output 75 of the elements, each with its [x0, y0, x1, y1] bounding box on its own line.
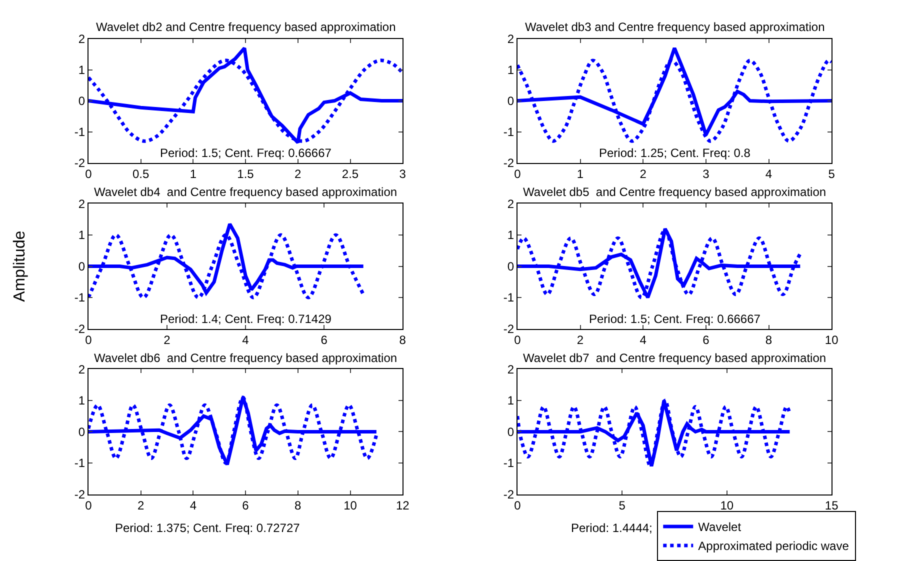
y-tick-label: 2	[507, 362, 514, 376]
y-tick-label: -1	[74, 124, 86, 139]
x-tick-label: 3	[702, 167, 710, 182]
y-tick-label: 0	[507, 259, 514, 274]
x-tick-label: 4	[242, 333, 250, 348]
y-tick-label: -2	[503, 487, 514, 502]
x-tick-label: 1.5	[237, 167, 254, 182]
x-tick-label: 2	[576, 333, 584, 348]
y-tick-label: -1	[74, 290, 86, 305]
chart-title: Wavelet db2 and Centre frequency based approximation	[96, 20, 396, 34]
x-tick-label: 6	[702, 333, 710, 348]
x-tick-label: 2	[294, 167, 302, 182]
y-tick-label: -2	[74, 322, 86, 336]
y-tick-label: 0	[78, 424, 86, 439]
y-tick-label: -2	[503, 322, 514, 336]
x-tick-label: 12	[396, 498, 410, 513]
y-tick-label: 2	[507, 196, 514, 211]
annotation: Period: 1.5; Cent. Freq: 0.66667	[160, 146, 332, 160]
y-tick-label: 2	[507, 32, 514, 46]
y-tick-label: 1	[78, 62, 86, 77]
x-tick-label: 0.5	[132, 167, 150, 182]
x-tick-label: 1	[576, 167, 584, 182]
x-tick-label: 3	[399, 167, 406, 182]
y-tick-label: 1	[507, 394, 514, 408]
x-tick-label: 4	[640, 333, 647, 348]
x-tick-label: 15	[824, 498, 839, 513]
y-axis-title: Amplitude	[11, 230, 28, 302]
y-tick-label: 1	[507, 62, 514, 77]
x-tick-label: 10	[344, 498, 358, 513]
x-tick-label: 5	[828, 167, 836, 182]
text: Period: 1.4444;	[571, 521, 652, 535]
annotation: Period: 1.4; Cent. Freq: 0.71429	[160, 312, 332, 326]
y-tick-label: 1	[78, 228, 86, 242]
x-tick-label: 8	[294, 498, 302, 513]
legend-label: Approximated periodic wave	[698, 539, 850, 554]
chart-title: Wavelet db5 and Centre frequency based approximation	[523, 185, 826, 199]
legend-label: Wavelet	[698, 520, 742, 534]
y-tick-label: 0	[507, 424, 514, 439]
annotation: Period: 1.25; Cent. Freq: 0.8	[599, 146, 751, 160]
x-tick-label: 6	[242, 498, 250, 513]
x-tick-label: 5	[618, 498, 626, 513]
y-tick-label: 2	[78, 196, 86, 211]
y-tick-label: 0	[507, 94, 514, 108]
y-tick-label: -1	[74, 456, 86, 470]
x-tick-label: 2	[164, 333, 171, 348]
y-tick-label: 2	[78, 362, 86, 376]
x-tick-label: 4	[190, 498, 197, 513]
y-tick-label: 1	[78, 394, 86, 408]
x-tick-label: 10	[824, 333, 839, 348]
x-tick-label: 10	[720, 498, 734, 513]
y-tick-label: -1	[503, 290, 514, 305]
y-tick-label: -1	[503, 456, 514, 470]
x-tick-label: 8	[765, 333, 772, 348]
y-tick-label: -2	[503, 156, 514, 170]
chart-title: Wavelet db3 and Centre frequency based approximation	[525, 20, 825, 34]
x-tick-label: 2.5	[342, 167, 359, 182]
line-series	[517, 398, 792, 468]
x-tick-label: 2	[137, 498, 144, 513]
annotation: Period: 1.5; Cent. Freq: 0.66667	[589, 312, 761, 326]
chart-title: Wavelet db6 and Centre frequency based approximation	[94, 351, 398, 365]
x-tick-label: 2	[640, 167, 647, 182]
y-tick-label: 2	[78, 32, 86, 46]
y-tick-label: -2	[74, 156, 86, 170]
x-tick-label: 6	[320, 333, 328, 348]
chart-title: Wavelet db7 and Centre frequency based approximation	[523, 351, 826, 365]
y-tick-label: 0	[78, 259, 86, 274]
y-tick-label: -1	[503, 124, 514, 139]
y-tick-label: 0	[78, 94, 86, 108]
y-tick-label: -2	[74, 487, 86, 502]
chart-title: Wavelet db4 and Centre frequency based approximation	[94, 185, 398, 199]
x-tick-label: 8	[399, 333, 406, 348]
x-tick-label: 1	[190, 167, 197, 182]
x-tick-label: 4	[765, 167, 772, 182]
y-tick-label: 1	[507, 228, 514, 242]
text: Period: 1.375; Cent. Freq: 0.72727	[115, 521, 300, 535]
